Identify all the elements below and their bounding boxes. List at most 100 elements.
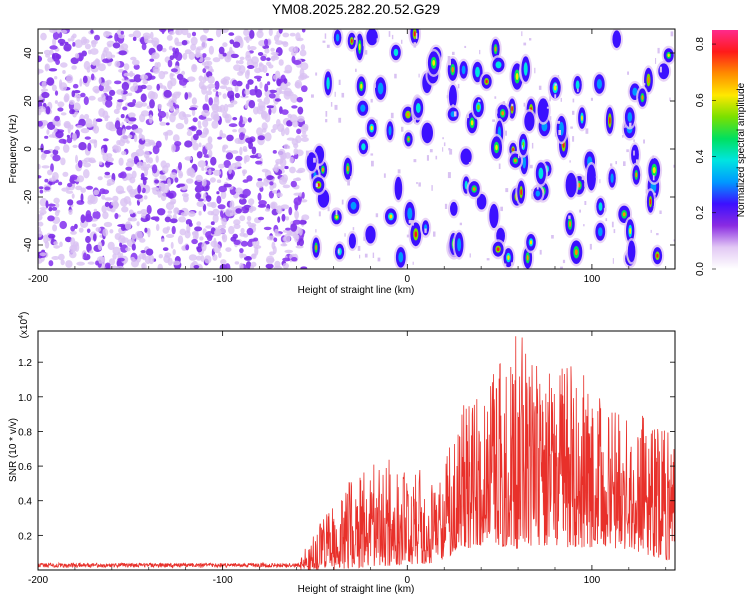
heatmap-cell xyxy=(168,182,171,187)
heatmap-speck xyxy=(529,164,533,169)
heatmap-cell xyxy=(120,30,125,35)
heatmap-cell xyxy=(127,92,133,97)
heatmap-cell xyxy=(159,29,167,33)
heatmap-speck xyxy=(347,179,350,186)
heatmap-speck xyxy=(652,175,655,181)
heatmap-cell xyxy=(132,99,137,104)
heatmap-speck xyxy=(370,98,373,103)
heatmap-cell xyxy=(264,132,272,142)
heatmap-cell xyxy=(142,79,148,85)
heatmap-speck xyxy=(416,182,418,185)
heatmap-speck xyxy=(373,83,376,88)
heatmap-blob xyxy=(524,111,535,131)
heatmap-cell xyxy=(93,189,100,196)
heatmap-cell xyxy=(132,82,138,92)
heatmap-cell xyxy=(51,84,57,92)
heatmap-cell xyxy=(202,119,209,128)
heatmap-cell xyxy=(72,42,76,47)
heatmap-cell xyxy=(282,262,289,269)
heatmap-cell xyxy=(293,148,299,155)
heatmap-speck xyxy=(531,189,534,192)
heatmap-cell xyxy=(136,161,144,169)
heatmap-speck xyxy=(572,136,575,142)
heatmap-cell xyxy=(284,64,293,74)
heatmap-speck xyxy=(505,188,509,193)
heatmap-speck xyxy=(652,155,654,159)
heatmap-speck xyxy=(315,229,317,233)
heatmap-blob-core xyxy=(598,227,603,237)
heatmap-cell xyxy=(191,109,196,116)
heatmap-blob-peak xyxy=(451,66,454,73)
heatmap-cell xyxy=(186,130,193,137)
heatmap-cell xyxy=(230,53,239,59)
heatmap-cell xyxy=(60,157,66,166)
heatmap-cell xyxy=(175,107,180,114)
heatmap-cell xyxy=(271,202,276,210)
heatmap-cell xyxy=(48,233,56,239)
heatmap-speck xyxy=(554,94,557,99)
heatmap-cell xyxy=(216,106,223,113)
heatmap-cell xyxy=(179,228,187,236)
heatmap-cell xyxy=(91,223,97,228)
snr-y-ticks: 0.2 0.4 0.6 0.8 1.0 1.2 xyxy=(18,358,675,542)
heatmap-speck xyxy=(498,163,501,169)
heatmap-cell xyxy=(98,77,102,85)
heatmap-cell xyxy=(69,124,74,130)
heatmap-cell xyxy=(95,260,99,266)
heatmap-cell xyxy=(67,182,73,188)
heatmap-cell xyxy=(243,29,250,36)
heatmap-cell xyxy=(171,143,176,153)
heatmap-blob-peak xyxy=(574,249,578,256)
heatmap-cell xyxy=(170,68,178,73)
colorbar-tick-label: 0.0 xyxy=(695,262,706,276)
heatmap-cell xyxy=(39,209,47,215)
heatmap-cell xyxy=(147,228,151,238)
heatmap-cell xyxy=(232,117,238,121)
heatmap-cell xyxy=(266,57,271,61)
heatmap-cell xyxy=(274,233,282,237)
heatmap-blob-peak xyxy=(635,172,638,178)
heatmap-cell xyxy=(151,164,158,174)
heatmap-cell xyxy=(89,250,94,254)
heatmap-cell xyxy=(104,115,110,119)
heatmap-cell xyxy=(248,198,255,206)
heatmap-cell xyxy=(107,241,115,251)
heatmap-cell xyxy=(83,252,87,260)
heatmap-blob-core xyxy=(393,48,399,57)
heatmap-cell xyxy=(86,228,91,234)
heatmap-cell xyxy=(92,210,101,220)
heatmap-cell xyxy=(225,87,233,92)
heatmap-cell xyxy=(73,90,81,94)
snr-x-label: Height of straight line (km) xyxy=(298,584,415,595)
heatmap-cell xyxy=(38,175,42,179)
heatmap-blob-core xyxy=(360,104,366,112)
heatmap-cell xyxy=(235,208,242,214)
snr-multiplier-prefix: (x10 xyxy=(19,318,30,338)
heatmap-cell xyxy=(273,237,278,243)
heatmap-speck xyxy=(599,179,601,184)
heatmap-cell xyxy=(141,134,145,141)
heatmap-cell xyxy=(120,237,129,244)
heatmap-cell xyxy=(59,241,63,248)
heatmap-cell xyxy=(284,127,290,136)
heatmap-cell xyxy=(43,49,51,56)
heatmap-cell xyxy=(44,135,49,139)
heatmap-cell xyxy=(244,89,250,96)
heatmap-cell xyxy=(202,68,207,74)
heatmap-cell xyxy=(181,29,189,36)
heatmap-cell xyxy=(90,29,94,34)
heatmap-speck xyxy=(448,59,451,66)
heatmap-speck xyxy=(494,96,497,99)
heatmap-cell xyxy=(80,92,86,98)
heatmap-blob-peak xyxy=(472,187,476,191)
heatmap-cell xyxy=(195,255,202,261)
heatmap-cell xyxy=(142,32,151,39)
heatmap-cell xyxy=(201,109,210,117)
heatmap-speck xyxy=(424,228,427,233)
heatmap-cell xyxy=(38,258,43,264)
heatmap-cell xyxy=(53,197,60,204)
heatmap-cell xyxy=(103,144,108,154)
heatmap-cell xyxy=(242,179,249,183)
heatmap-blob-core xyxy=(475,66,480,78)
heatmap-cell xyxy=(76,175,85,183)
